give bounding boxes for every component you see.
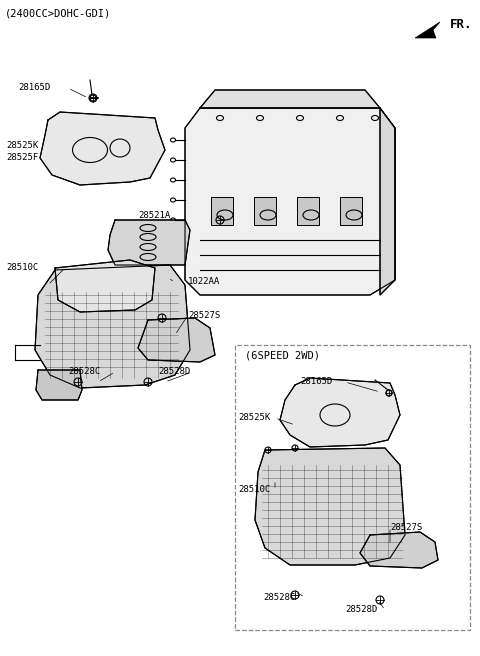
Text: FR.: FR. [450, 18, 472, 31]
Polygon shape [108, 220, 190, 265]
Polygon shape [415, 22, 440, 38]
Bar [254, 197, 276, 225]
Polygon shape [40, 112, 165, 185]
Polygon shape [200, 90, 380, 108]
Polygon shape [55, 260, 155, 312]
Polygon shape [138, 318, 215, 362]
Text: 28527S: 28527S [390, 522, 422, 531]
Polygon shape [280, 378, 400, 447]
Text: 28510C: 28510C [6, 264, 38, 272]
Text: 28165D: 28165D [18, 83, 50, 92]
Text: (6SPEED 2WD): (6SPEED 2WD) [245, 350, 320, 360]
Polygon shape [255, 448, 405, 565]
Bar [235, 345, 470, 630]
Text: 28525K: 28525K [6, 140, 38, 150]
Text: 28528D: 28528D [158, 367, 190, 377]
Text: 28510C: 28510C [238, 485, 270, 495]
Text: 28165D: 28165D [300, 377, 332, 386]
Text: 28528C: 28528C [68, 367, 100, 377]
Text: 28527S: 28527S [188, 310, 220, 319]
Bar [340, 197, 362, 225]
Text: (2400CC>DOHC-GDI): (2400CC>DOHC-GDI) [5, 8, 111, 18]
Polygon shape [380, 108, 395, 295]
Text: 28521A: 28521A [138, 211, 170, 220]
Text: 28528D: 28528D [345, 605, 377, 615]
Bar [211, 197, 233, 225]
Polygon shape [185, 108, 395, 295]
Text: 28528C: 28528C [263, 592, 295, 602]
Text: 1022AA: 1022AA [188, 277, 220, 287]
Text: 28525K: 28525K [238, 413, 270, 422]
Polygon shape [360, 532, 438, 568]
Bar [297, 197, 319, 225]
Polygon shape [35, 265, 190, 388]
Polygon shape [36, 370, 82, 400]
Text: 28525F: 28525F [6, 154, 38, 163]
